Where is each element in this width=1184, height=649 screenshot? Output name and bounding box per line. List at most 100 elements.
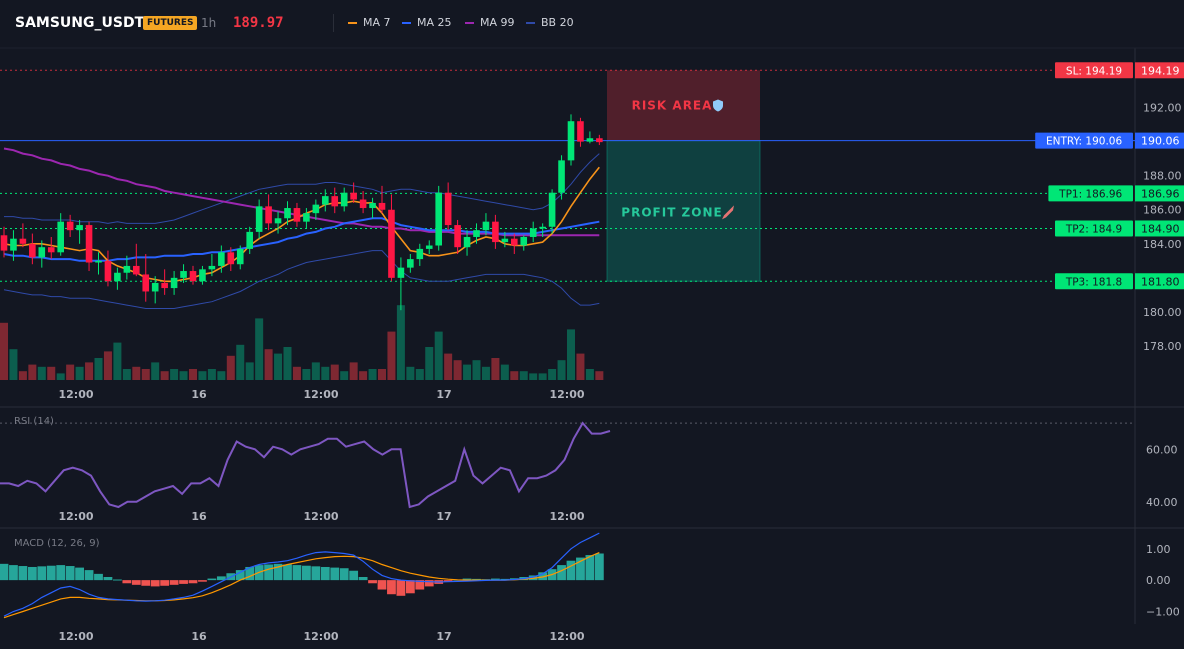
volume-bar (179, 371, 188, 380)
legend-ma25[interactable]: MA 25 (402, 16, 452, 29)
time-tick-label: 12:00 (303, 388, 338, 401)
ma7-swatch-icon (348, 21, 357, 24)
volume-bar (576, 353, 585, 380)
volume-bar (189, 369, 197, 380)
price-tick-label: 188.00 (1143, 170, 1182, 183)
volume-bar (9, 349, 18, 380)
legend-bb20-label: BB 20 (541, 16, 574, 29)
macd-histogram-bar (160, 580, 170, 586)
volume-bar (415, 369, 424, 380)
rsi-tick-label: 40.00 (1146, 496, 1178, 509)
macd-histogram-bar (566, 560, 576, 581)
price-tick-label: 184.00 (1143, 238, 1182, 251)
legend-ma99[interactable]: MA 99 (465, 16, 515, 29)
volume-bar (387, 331, 396, 380)
bollinger-lower-line (3, 250, 600, 309)
volume-bar (472, 360, 481, 380)
macd-histogram-bar (94, 573, 103, 581)
volume-bar (340, 371, 349, 380)
macd-histogram-bar (491, 578, 500, 581)
candle-body (397, 267, 405, 278)
legend-bb20[interactable]: BB 20 (526, 16, 574, 29)
candle-body (577, 121, 584, 142)
candle-body (388, 209, 395, 278)
volume-bar (18, 371, 27, 380)
candle-body (378, 202, 386, 210)
volume-bar (103, 351, 112, 380)
axis-price-box (1135, 132, 1184, 149)
macd-histogram-bar (75, 567, 84, 581)
volume-bar (311, 362, 320, 380)
macd-histogram-bar (557, 565, 566, 581)
candle-body (236, 248, 244, 265)
volume-bar (330, 364, 339, 380)
candle-body (548, 192, 556, 227)
macd-histogram-bar (141, 580, 151, 586)
candle-body (473, 230, 480, 237)
legend-ma7[interactable]: MA 7 (348, 16, 391, 29)
axis-price-box (1135, 62, 1184, 79)
risk-area-label: RISK AREA (632, 98, 713, 112)
volume-bar (47, 366, 56, 380)
candle-body (520, 236, 528, 246)
macd-histogram-bar (330, 567, 340, 581)
volume-bar (500, 364, 509, 380)
volume-bar (217, 371, 226, 380)
macd-label: MACD (12, 26, 9) (14, 538, 100, 549)
futures-badge: FUTURES (143, 16, 198, 30)
axis-price-label: 194.19 (1141, 64, 1180, 77)
volume-bar (557, 360, 566, 380)
candle-body (454, 225, 461, 248)
volume-bar (66, 364, 75, 380)
level-label-tp: TP2: 184.9 (1065, 223, 1122, 235)
macd-histogram-bar (150, 580, 160, 587)
candle-body (85, 225, 93, 263)
candle-body (274, 218, 282, 224)
time-tick-label: 12:00 (58, 510, 93, 523)
candle-body (511, 238, 518, 246)
chart-header: SAMSUNG_USDT FUTURES 1h 189.97 MA 7 MA 2… (0, 0, 1184, 46)
macd-histogram-bar (188, 580, 198, 584)
time-tick-label: 16 (191, 388, 207, 401)
candle-body (435, 192, 442, 246)
macd-histogram-bar (169, 580, 179, 585)
macd-tick-label: −1.00 (1146, 605, 1180, 618)
legend-ma7-label: MA 7 (363, 16, 391, 29)
price-tick-label: 180.00 (1143, 306, 1182, 319)
candle-body (0, 235, 8, 251)
rsi-tick-label: 60.00 (1146, 443, 1178, 456)
shield-icon (713, 99, 723, 112)
volume-bar (132, 366, 141, 380)
volume-bar (226, 355, 235, 380)
volume-bar (444, 353, 453, 380)
macd-line (3, 532, 600, 617)
candle-body (170, 277, 178, 289)
macd-histogram-bar (122, 580, 132, 584)
level-label-box (1035, 132, 1133, 149)
time-tick-label: 12:00 (549, 630, 584, 643)
macd-histogram-bar (18, 566, 28, 581)
volume-bar (0, 322, 8, 380)
volume-bar (151, 362, 160, 380)
candle-body (38, 247, 46, 258)
volume-bar (245, 362, 254, 380)
bb20-swatch-icon (526, 21, 535, 24)
axis-price-label: 190.06 (1141, 135, 1180, 148)
header-divider (333, 14, 334, 32)
bollinger-upper-line (4, 153, 600, 224)
macd-tick-label: 1.00 (1146, 543, 1171, 556)
volume-bar (56, 373, 65, 380)
axis-price-label: 186.96 (1141, 187, 1180, 200)
level-label-entry: ENTRY: 190.06 (1046, 136, 1122, 148)
candle-body (331, 196, 339, 207)
legend-ma25-label: MA 25 (417, 16, 452, 29)
profit-zone (606, 140, 761, 282)
candle-body (444, 192, 452, 226)
symbol-name[interactable]: SAMSUNG_USDT (15, 15, 145, 31)
timeframe-label[interactable]: 1h (201, 16, 217, 30)
macd-histogram-bar (27, 566, 37, 581)
rsi-line (0, 421, 611, 509)
volume-bar (491, 358, 500, 380)
level-label-box (1055, 220, 1133, 237)
